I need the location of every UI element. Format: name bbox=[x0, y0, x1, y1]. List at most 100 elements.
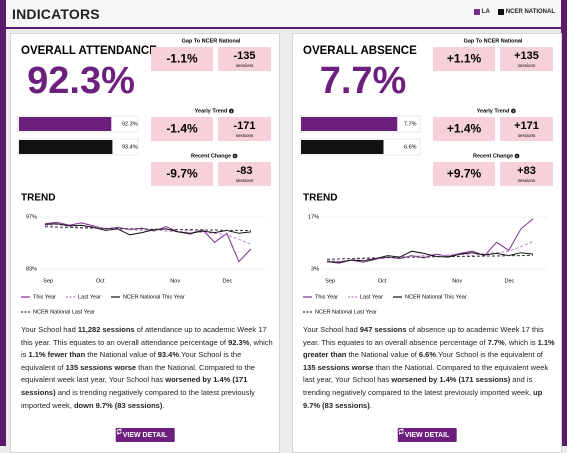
metric-sessions: -135 bbox=[233, 50, 255, 62]
metric-percent-box bbox=[433, 47, 495, 71]
summary-segment: and is trending negatively compared to t… bbox=[21, 387, 255, 410]
button-label: VIEW DETAIL bbox=[404, 431, 450, 439]
y-tick-label: 83% bbox=[26, 266, 37, 272]
button-icon bbox=[116, 428, 122, 435]
summary-segment: . bbox=[369, 400, 372, 410]
summary-segment: Your School had bbox=[303, 325, 360, 334]
trend-line bbox=[44, 223, 252, 245]
summary-text: Your School had 11,282 sessions of atten… bbox=[21, 324, 273, 412]
trend-line bbox=[326, 241, 534, 263]
bar-value-label: 7.7% bbox=[404, 121, 417, 127]
summary-segment: 1.1% fewer than bbox=[28, 350, 86, 360]
metric-percent: +9.7% bbox=[447, 167, 482, 181]
bar-track bbox=[17, 138, 139, 156]
summary-text: Your School had 947 sessions of absence … bbox=[303, 324, 555, 412]
summary-segment: than the National. Compared to the equiv… bbox=[303, 362, 549, 385]
trend-line bbox=[44, 226, 252, 232]
legend-label: Last Year bbox=[360, 294, 383, 300]
summary-segment: the National value of bbox=[85, 350, 158, 360]
bar-value-label: 92.3% bbox=[122, 121, 138, 127]
summary-segment: worsened by 1.4% (171 sessions) bbox=[21, 375, 248, 397]
card-title: OVERALL ATTENDANCE bbox=[21, 45, 157, 57]
metric-label: Gap To NCER National bbox=[182, 38, 241, 44]
trend-title: TREND bbox=[21, 193, 55, 204]
y-tick-label: 97% bbox=[26, 214, 37, 220]
bar-track bbox=[299, 138, 421, 156]
metric-unit: sessions bbox=[236, 178, 254, 183]
button-label: VIEW DETAIL bbox=[122, 431, 168, 439]
trend-title: TREND bbox=[303, 193, 337, 204]
legend-item: NCER NATIONAL bbox=[497, 9, 555, 15]
indicator-card: OVERALL ATTENDANCE 92.3% 92.3% 93.4% Gap To … bbox=[10, 33, 280, 453]
button-icon bbox=[398, 428, 404, 435]
summary-segment: , which is bbox=[504, 337, 538, 347]
summary-segment: .Your School is the equivalent of bbox=[436, 350, 543, 360]
y-tick-label: 3% bbox=[311, 266, 319, 272]
legend-label: Last Year bbox=[78, 294, 101, 300]
summary-segment: of attendance up to academic Week 17 thi… bbox=[21, 325, 267, 347]
header-legend: LA NCER NATIONAL bbox=[473, 9, 555, 15]
x-tick-label: Sep bbox=[43, 278, 53, 284]
x-tick-label: Sep bbox=[325, 278, 335, 284]
summary-segment: 1.1% greater than bbox=[303, 337, 555, 360]
summary-segment: .Your School is the equivalent of bbox=[21, 350, 242, 372]
metric-sessions-box bbox=[218, 47, 271, 71]
legend-label: NCER National This Year bbox=[123, 294, 185, 300]
metric-percent-box bbox=[151, 47, 213, 71]
metric-sessions-box bbox=[500, 162, 553, 186]
summary-segment: Your School had bbox=[21, 325, 78, 334]
metric-percent: -1.1% bbox=[166, 52, 198, 66]
summary-segment: 93.4% bbox=[157, 350, 180, 360]
x-tick-label: Dec bbox=[505, 278, 515, 284]
bar bbox=[301, 140, 384, 154]
bar-value-label: 93.4% bbox=[122, 144, 138, 150]
metric-label: Yearly Trend bbox=[195, 108, 228, 114]
metric-unit: sessions bbox=[518, 133, 536, 138]
header: INDICATORS LA NCER NATIONAL bbox=[6, 0, 561, 29]
metric-sessions-box bbox=[500, 47, 553, 71]
metric-unit: sessions bbox=[236, 63, 254, 68]
metric-percent-box bbox=[433, 117, 495, 141]
legend-label: This Year bbox=[315, 294, 338, 300]
frame-right bbox=[561, 0, 567, 446]
legend-swatch bbox=[473, 9, 480, 15]
trend-line bbox=[44, 223, 252, 236]
metric-sessions: +83 bbox=[517, 165, 536, 177]
bar bbox=[301, 117, 398, 131]
metric-unit: sessions bbox=[236, 133, 254, 138]
headline-value: 7.7% bbox=[320, 60, 407, 102]
metric-percent: +1.4% bbox=[447, 122, 482, 136]
metric-sessions: +135 bbox=[514, 50, 539, 62]
bar bbox=[19, 117, 112, 131]
legend-label: NCER National This Year bbox=[405, 294, 467, 300]
x-tick-label: Nov bbox=[170, 278, 180, 284]
metric-unit: sessions bbox=[518, 178, 536, 183]
x-tick-label: Oct bbox=[96, 278, 105, 284]
view-detail-button[interactable]: VIEW DETAIL bbox=[397, 428, 457, 442]
bar-track bbox=[17, 115, 139, 133]
trend-line bbox=[44, 221, 252, 263]
trend-line bbox=[326, 254, 534, 260]
summary-segment: 7.7% bbox=[487, 337, 505, 347]
metric-sessions-box bbox=[500, 117, 553, 141]
metric-percent-box bbox=[151, 162, 213, 186]
y-tick-label: 17% bbox=[308, 214, 319, 220]
summary-segment: the National value of bbox=[346, 350, 419, 360]
summary-segment: . bbox=[162, 400, 165, 410]
metric-sessions-box bbox=[218, 162, 271, 186]
x-tick-label: Oct bbox=[378, 278, 387, 284]
metric-label: Recent Change bbox=[191, 153, 231, 159]
view-detail-button[interactable]: VIEW DETAIL bbox=[115, 428, 175, 442]
indicator-card: OVERALL ABSENCE 7.7% 7.7% 6.6% Gap To NCER N… bbox=[292, 33, 562, 453]
bar-track bbox=[299, 115, 421, 133]
metric-sessions: +171 bbox=[514, 120, 539, 132]
metric-label: Gap To NCER National bbox=[464, 38, 523, 44]
summary-segment: and is trending negatively compared to t… bbox=[303, 375, 534, 397]
trend-line bbox=[326, 250, 534, 263]
legend-swatch bbox=[497, 9, 504, 15]
trend-line bbox=[326, 218, 534, 264]
card-graphics: OVERALL ABSENCE 7.7% 7.7% 6.6% Gap To NCER N… bbox=[299, 38, 553, 315]
x-tick-label: Dec bbox=[223, 278, 233, 284]
summary-segment: 135 sessions worse bbox=[303, 362, 374, 372]
